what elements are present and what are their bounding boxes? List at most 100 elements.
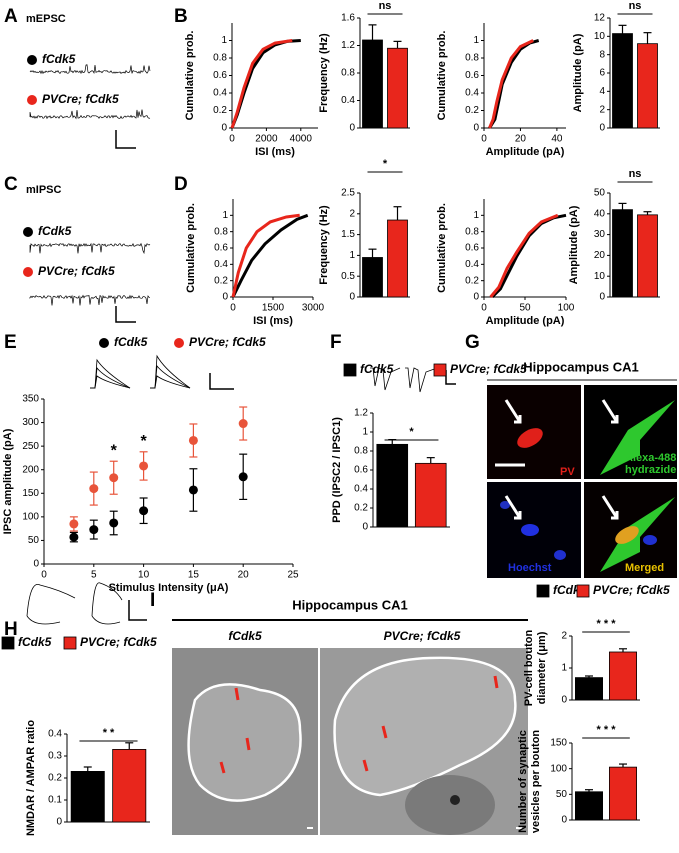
point xyxy=(139,506,149,516)
legend-marker xyxy=(27,55,37,65)
image-label: fCdk5 xyxy=(228,629,262,643)
x-tick-label: 50 xyxy=(519,303,531,314)
cdf-line xyxy=(230,39,293,129)
y-tick-label: 10 xyxy=(594,271,606,282)
panel-label: H xyxy=(4,619,18,640)
y-axis-label: diameter (μm) xyxy=(536,631,548,704)
legend-label: PVCre; fCdk5 xyxy=(593,583,670,597)
panel-title: Hippocampus CA1 xyxy=(292,597,408,612)
bar xyxy=(362,257,383,298)
y-tick-label: 1 xyxy=(349,250,355,261)
y-axis-label: Amplitude (pA) xyxy=(572,33,584,112)
point xyxy=(69,532,79,542)
y-tick-label: 0 xyxy=(349,292,355,303)
cdf-line xyxy=(491,213,567,299)
point xyxy=(89,525,99,535)
y-axis-label: Amplitude (pA) xyxy=(568,205,580,284)
x-axis-label: Amplitude (pA) xyxy=(486,315,565,327)
legend-label: PVCre; fCdk5 xyxy=(42,92,119,106)
y-tick-label: 12 xyxy=(594,13,606,24)
x-tick-label: 0 xyxy=(229,134,235,145)
x-tick-label: 0 xyxy=(230,303,236,314)
legend-marker xyxy=(174,338,184,348)
y-tick-label: 350 xyxy=(22,394,39,405)
y-tick-label: 0 xyxy=(56,817,62,828)
bar xyxy=(575,791,604,821)
cdf-line xyxy=(231,213,309,298)
panel-title: mIPSC xyxy=(26,184,62,196)
significance: ns xyxy=(629,168,642,180)
y-tick-label: 0.8 xyxy=(214,226,228,237)
trace xyxy=(29,242,151,255)
x-axis-label: ISI (ms) xyxy=(255,146,295,158)
trace xyxy=(29,64,151,75)
y-axis-label: Cumulative prob. xyxy=(184,31,196,121)
y-tick-label: 2.5 xyxy=(341,188,355,199)
y-tick-label: 0.8 xyxy=(213,53,227,64)
point xyxy=(89,484,99,494)
y-tick-label: 1 xyxy=(221,35,227,46)
evoked-traces xyxy=(26,354,438,625)
significance: ns xyxy=(379,0,392,12)
y-tick-label: 0.8 xyxy=(354,446,368,457)
y-tick-label: 1 xyxy=(561,663,567,674)
y-tick-label: 0 xyxy=(362,522,368,533)
panel-label: F xyxy=(330,332,342,353)
channel-label: Alexa-488 xyxy=(625,452,676,464)
y-tick-label: 0.4 xyxy=(213,88,227,99)
y-tick-label: 1 xyxy=(222,210,228,221)
x-axis-label: ISI (ms) xyxy=(253,315,293,327)
channel-label: Merged xyxy=(625,562,664,574)
y-tick-label: 0.2 xyxy=(354,503,368,514)
channel-label: Hoechst xyxy=(508,562,552,574)
y-tick-label: 1.6 xyxy=(341,13,355,24)
y-tick-label: 0.4 xyxy=(465,88,479,99)
legend-label: fCdk5 xyxy=(42,52,76,66)
legend-marker xyxy=(99,338,109,348)
em-images xyxy=(172,619,528,835)
x-tick-label: 0 xyxy=(481,134,487,145)
point xyxy=(238,472,248,482)
y-tick-label: 50 xyxy=(556,789,568,800)
y-axis-label: Cumulative prob. xyxy=(436,203,448,293)
panel-label: I xyxy=(150,590,155,611)
y-tick-label: 1 xyxy=(473,35,479,46)
y-tick-label: 4 xyxy=(599,86,605,97)
point xyxy=(188,485,198,495)
y-axis-label: IPSC amplitude (pA) xyxy=(2,428,14,534)
panel-label: E xyxy=(4,332,17,353)
y-tick-label: 0.2 xyxy=(465,275,479,286)
y-tick-label: 0 xyxy=(561,815,567,826)
y-axis-label: Number of synaptic xyxy=(517,730,529,833)
y-tick-label: 6 xyxy=(599,68,605,79)
y-axis-label: Cumulative prob. xyxy=(436,31,448,121)
legend-label: PVCre; fCdk5 xyxy=(80,635,157,649)
y-tick-label: 0.6 xyxy=(465,70,479,81)
y-tick-label: 0.2 xyxy=(213,105,227,116)
point xyxy=(139,461,149,471)
y-tick-label: 150 xyxy=(550,738,567,749)
x-tick-label: 2000 xyxy=(255,134,278,145)
cdf-line xyxy=(489,213,559,298)
y-tick-label: 0.8 xyxy=(465,226,479,237)
legend-marker xyxy=(576,584,590,598)
bar xyxy=(637,214,658,298)
x-tick-label: 20 xyxy=(238,570,250,581)
y-tick-label: 40 xyxy=(594,208,606,219)
y-tick-label: 0.1 xyxy=(48,795,62,806)
y-tick-label: 0.8 xyxy=(465,53,479,64)
significance: * xyxy=(383,158,388,170)
y-tick-label: 0.8 xyxy=(341,68,355,79)
y-tick-label: 250 xyxy=(22,441,39,452)
y-tick-label: 0.6 xyxy=(213,70,227,81)
legend-marker xyxy=(23,267,33,277)
y-tick-label: 0.2 xyxy=(465,105,479,116)
fluorescence-images xyxy=(487,379,677,578)
y-tick-label: 0.4 xyxy=(48,729,62,740)
x-tick-label: 25 xyxy=(287,570,299,581)
point xyxy=(69,519,79,529)
legend-marker xyxy=(63,636,77,650)
legend-label: fCdk5 xyxy=(18,635,52,649)
y-tick-label: 1.2 xyxy=(354,408,368,419)
